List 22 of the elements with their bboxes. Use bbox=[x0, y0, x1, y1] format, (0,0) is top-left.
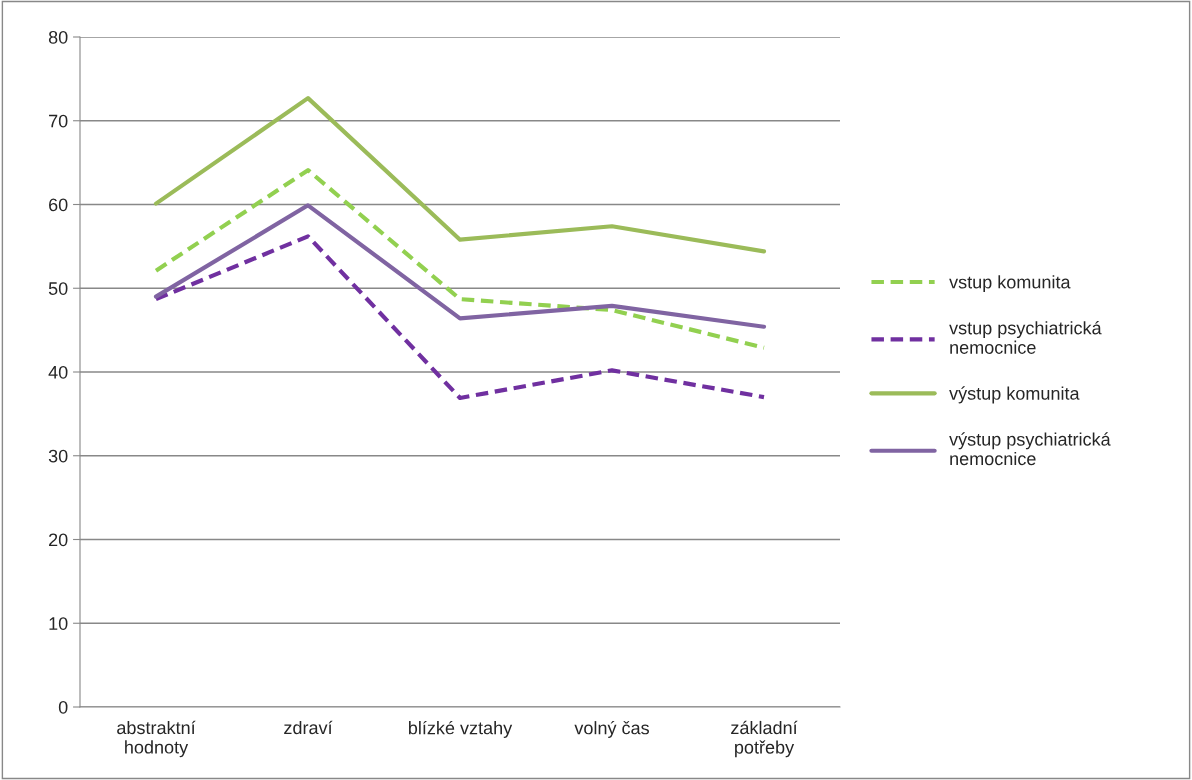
y-tick-label: 80 bbox=[48, 30, 68, 44]
line-series bbox=[153, 168, 767, 350]
legend-label: výstup psychiatrická nemocnice bbox=[949, 432, 1111, 466]
x-tick-label: blízké vztahy bbox=[408, 720, 513, 738]
y-tick-label: 20 bbox=[49, 533, 68, 547]
legend-label: vstup komunita bbox=[949, 275, 1071, 293]
y-tick-label: 30 bbox=[48, 449, 68, 463]
line-series bbox=[153, 234, 767, 401]
y-tick-label: 60 bbox=[49, 198, 68, 212]
x-tick-label: abstraktní hodnoty bbox=[117, 720, 196, 758]
legend-label: výstup komunita bbox=[949, 386, 1080, 404]
y-tick-label: 50 bbox=[48, 282, 68, 295]
line-series bbox=[153, 203, 767, 329]
legend-label: vstup psychiatrická nemocnice bbox=[949, 320, 1102, 354]
x-tick-label: zdraví bbox=[284, 720, 333, 735]
y-tick-label: 0 bbox=[58, 700, 68, 714]
x-tick-label: základní potřeby bbox=[731, 720, 798, 758]
y-tick-label: 40 bbox=[48, 365, 68, 379]
y-tick-label: 70 bbox=[49, 114, 68, 128]
y-tick-label: 10 bbox=[49, 617, 68, 630]
line-series bbox=[153, 96, 767, 254]
x-tick-label: volný čas bbox=[574, 720, 649, 738]
